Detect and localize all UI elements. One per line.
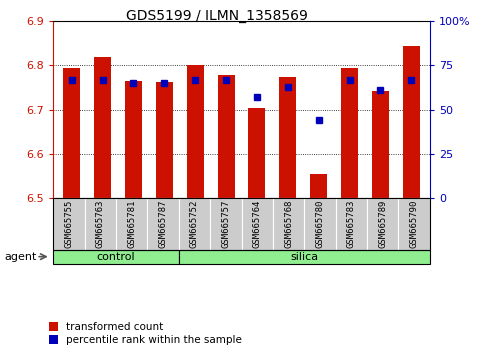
Text: GSM665757: GSM665757 — [221, 200, 230, 248]
Text: GSM665780: GSM665780 — [315, 200, 325, 248]
Bar — [156, 82, 173, 198]
Text: agent: agent — [5, 252, 37, 262]
Bar — [63, 68, 80, 198]
Bar — [248, 108, 266, 198]
Text: GSM665768: GSM665768 — [284, 200, 293, 248]
Bar — [372, 91, 389, 198]
Bar — [94, 57, 111, 198]
Text: GDS5199 / ILMN_1358569: GDS5199 / ILMN_1358569 — [127, 9, 308, 23]
Text: GSM665764: GSM665764 — [253, 200, 262, 248]
Bar — [403, 46, 420, 198]
Text: GSM665787: GSM665787 — [158, 200, 168, 248]
Text: GSM665781: GSM665781 — [127, 200, 136, 248]
Text: GSM665783: GSM665783 — [347, 200, 356, 248]
Bar — [341, 68, 358, 198]
Text: control: control — [97, 252, 135, 262]
Bar — [310, 174, 327, 198]
Text: GSM665763: GSM665763 — [96, 200, 105, 248]
Text: GSM665752: GSM665752 — [190, 200, 199, 248]
Bar — [217, 75, 235, 198]
Text: GSM665789: GSM665789 — [378, 200, 387, 248]
Bar — [187, 65, 204, 198]
Text: GSM665755: GSM665755 — [64, 200, 73, 248]
Text: GSM665790: GSM665790 — [410, 200, 419, 248]
Legend: transformed count, percentile rank within the sample: transformed count, percentile rank withi… — [49, 322, 242, 345]
Bar — [125, 81, 142, 198]
Text: silica: silica — [290, 252, 318, 262]
Bar — [279, 77, 296, 198]
